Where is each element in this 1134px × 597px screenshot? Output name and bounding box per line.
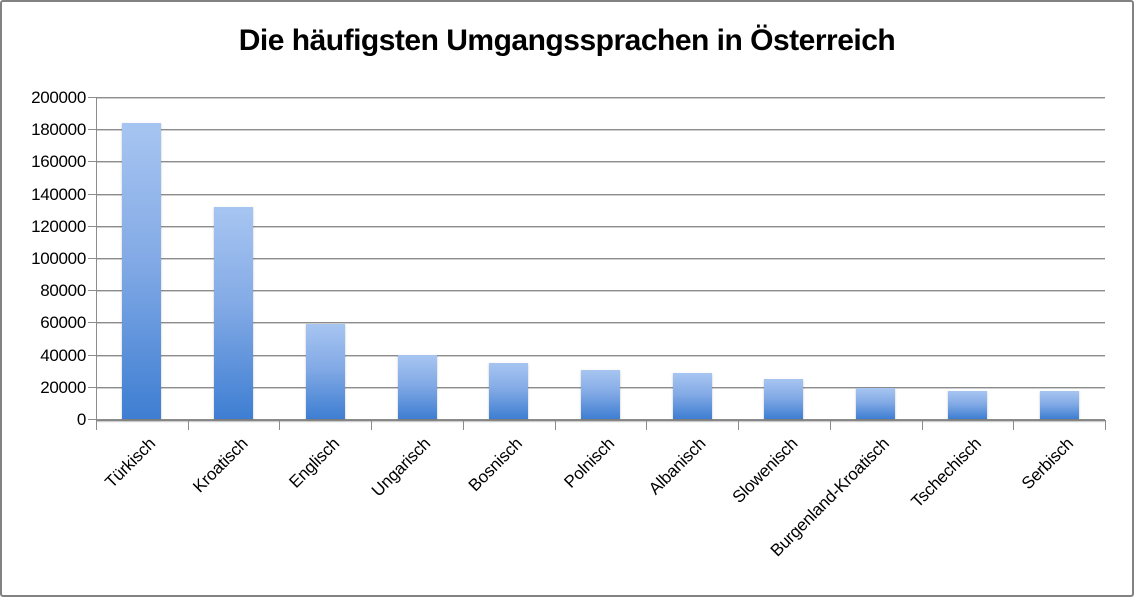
- x-axis-tick: [463, 421, 464, 430]
- bar-tschechisch: [947, 390, 987, 419]
- gridline: [96, 354, 1105, 356]
- x-axis-tick: [371, 421, 372, 430]
- y-axis-tick: [88, 225, 96, 227]
- y-axis-tick-label: 20000: [40, 377, 86, 397]
- bar-bosnisch: [489, 362, 529, 419]
- gridline: [96, 97, 1105, 98]
- bar-slowenisch: [764, 378, 804, 419]
- x-axis-category-label: Ungarisch: [368, 434, 435, 501]
- y-axis-tick-label: 0: [76, 410, 86, 429]
- y-axis-tick-label: 180000: [31, 120, 86, 140]
- y-axis-tick-label: 120000: [31, 216, 86, 236]
- x-axis-tick: [646, 421, 647, 430]
- gridline: [96, 129, 1105, 131]
- x-axis-tick: [830, 421, 831, 430]
- bar-t-rkisch: [122, 122, 162, 419]
- bar-albanisch: [672, 373, 712, 419]
- gridline: [96, 225, 1105, 227]
- y-axis-tick-label: 60000: [40, 313, 86, 333]
- y-axis-tick: [88, 322, 96, 324]
- y-axis-tick: [88, 193, 96, 195]
- y-axis-tick-label: 140000: [31, 184, 86, 204]
- y-axis-tick-label: 80000: [40, 281, 86, 301]
- bar-kroatisch: [214, 207, 254, 419]
- y-axis-line: [96, 98, 97, 430]
- x-axis-tick: [922, 421, 923, 430]
- x-axis-tick: [1013, 421, 1014, 430]
- bar-polnisch: [581, 369, 620, 419]
- x-axis-tick: [738, 421, 739, 430]
- bar-burgenland-kroatisch: [856, 387, 896, 419]
- gridline: [96, 290, 1105, 292]
- y-axis-tick-label: 160000: [31, 152, 86, 172]
- gridline: [96, 419, 1105, 420]
- gridline: [96, 322, 1105, 324]
- x-axis-tick: [555, 421, 556, 430]
- y-axis-tick: [88, 161, 96, 163]
- x-axis-category-label: Polnisch: [560, 434, 618, 492]
- bar-englisch: [305, 324, 345, 419]
- gridline: [96, 161, 1105, 163]
- x-axis-category-label: Albanisch: [645, 434, 710, 499]
- y-axis-tick: [88, 290, 96, 292]
- y-axis-tick: [88, 258, 96, 259]
- x-axis-category-label: Türkisch: [101, 434, 160, 492]
- bar-ungarisch: [397, 354, 437, 419]
- x-axis-tick: [96, 421, 97, 430]
- x-axis-tick: [1105, 421, 1106, 430]
- y-axis-tick: [88, 97, 96, 98]
- y-axis-tick: [88, 386, 96, 388]
- gridline: [96, 258, 1105, 259]
- y-axis-tick: [88, 354, 96, 356]
- plot-area: [96, 97, 1105, 420]
- y-axis-tick: [88, 419, 96, 420]
- x-axis-category-label: Serbisch: [1017, 434, 1077, 494]
- x-axis-tick: [279, 421, 280, 430]
- y-axis-tick-label: 40000: [40, 345, 86, 365]
- x-axis-line: [96, 420, 1106, 421]
- x-axis-category-label: Bosnisch: [465, 434, 527, 496]
- y-axis-tick: [88, 129, 96, 131]
- x-axis-tick: [188, 421, 189, 430]
- chart-title: Die häufigsten Umgangssprachen in Österr…: [238, 24, 896, 57]
- x-axis-category-label: Kroatisch: [188, 434, 252, 497]
- gridline: [96, 193, 1105, 195]
- y-axis-tick-label: 200000: [31, 88, 86, 107]
- bar-serbisch: [1039, 390, 1079, 419]
- y-axis-tick-label: 100000: [31, 249, 86, 268]
- x-axis-category-label: Slowenisch: [728, 434, 802, 507]
- x-axis-category-label: Englisch: [285, 434, 343, 492]
- x-axis-category-label: Tschechisch: [907, 434, 985, 512]
